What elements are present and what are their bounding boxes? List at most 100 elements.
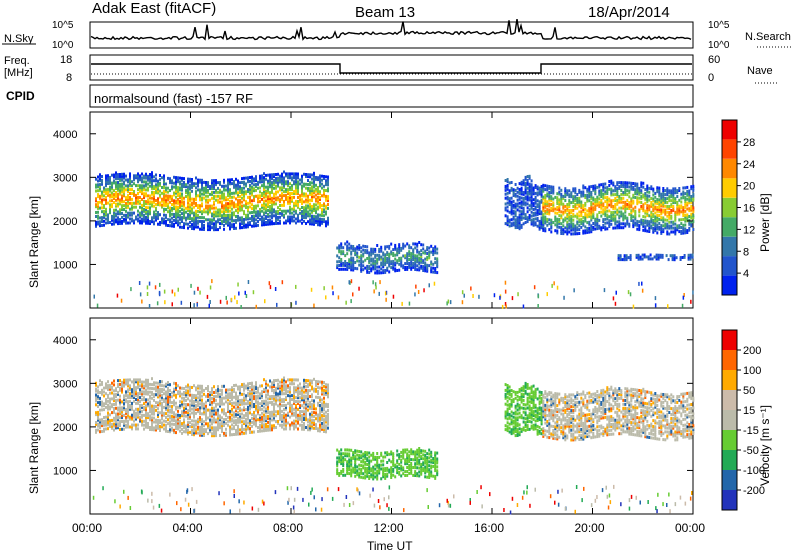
data-cell [642,224,645,228]
data-cell [157,393,159,397]
data-cell [167,210,169,214]
data-cell [173,193,175,197]
data-cell [566,214,569,218]
data-cell [207,224,209,228]
data-cell [109,193,111,197]
data-cell [159,419,161,423]
data-cell [121,190,123,194]
data-cell [149,200,151,204]
data-cell [588,228,591,232]
data-cell [678,189,681,192]
data-cell [101,408,103,412]
data-cell [530,200,533,204]
data-cell [145,417,147,421]
data-cell [285,188,287,192]
data-cell [291,215,293,219]
data-cell [151,387,153,390]
data-cell [313,207,315,211]
data-cell [380,261,383,265]
data-cell [344,267,347,271]
data-cell [408,261,411,265]
data-cell [672,199,675,203]
data-cell [117,196,119,200]
data-cell [271,187,273,190]
data-cell [201,198,203,202]
data-cell [592,210,595,214]
data-cell [189,209,191,213]
data-cell [107,395,109,399]
data-cell [201,210,203,214]
data-cell [153,198,155,202]
data-cell [97,397,99,401]
data-cell [558,220,561,223]
data-cell [187,195,189,199]
data-cell [301,221,303,225]
data-cell [175,393,177,397]
data-cell [217,426,219,430]
data-cell [153,420,155,424]
data-cell [637,253,640,257]
scatter-cell [138,281,141,285]
data-cell [664,189,667,193]
data-cell [530,199,533,202]
data-cell [193,413,195,417]
data-cell [686,231,689,234]
data-cell [147,378,149,382]
data-cell [137,201,139,205]
data-cell [538,192,541,196]
data-cell [99,408,101,412]
data-cell [139,396,141,400]
data-cell [97,214,99,218]
data-cell [137,396,139,399]
data-cell [313,205,315,209]
data-cell [127,198,129,201]
data-cell [183,424,185,428]
data-cell [512,194,515,197]
data-cell [619,258,622,262]
data-cell [249,197,251,201]
data-cell [640,222,643,226]
data-cell [97,424,99,428]
data-cell [676,228,679,232]
data-cell [630,183,633,187]
data-cell [432,251,435,254]
data-cell [624,222,627,226]
data-cell [661,253,664,257]
data-cell [223,186,225,190]
data-cell [520,180,523,184]
data-cell [637,255,640,259]
data-cell [123,208,125,211]
data-cell [626,181,629,185]
data-cell [672,195,675,199]
data-cell [305,204,307,208]
data-cell [508,199,511,203]
data-cell [151,410,153,414]
data-cell [390,250,393,254]
scatter-cell [505,304,507,309]
data-cell [141,207,143,211]
data-cell [303,172,305,176]
data-cell [518,201,521,205]
data-cell [269,220,271,224]
data-cell [374,259,377,263]
data-cell [608,223,611,227]
data-cell [550,185,553,189]
data-cell [614,222,617,226]
data-cell [526,198,529,202]
data-cell [163,398,165,402]
data-cell [670,214,673,218]
scatter-cell [313,303,315,308]
data-cell [420,249,423,253]
data-cell [652,203,655,207]
data-cell [253,199,255,202]
data-cell [676,200,679,204]
data-cell [291,176,293,180]
data-cell [209,208,211,212]
data-cell [175,180,177,183]
data-cell [141,217,143,221]
data-cell [504,184,507,188]
data-cell [602,204,605,208]
data-cell [275,176,277,180]
data-cell [578,210,581,214]
data-cell [199,412,201,416]
